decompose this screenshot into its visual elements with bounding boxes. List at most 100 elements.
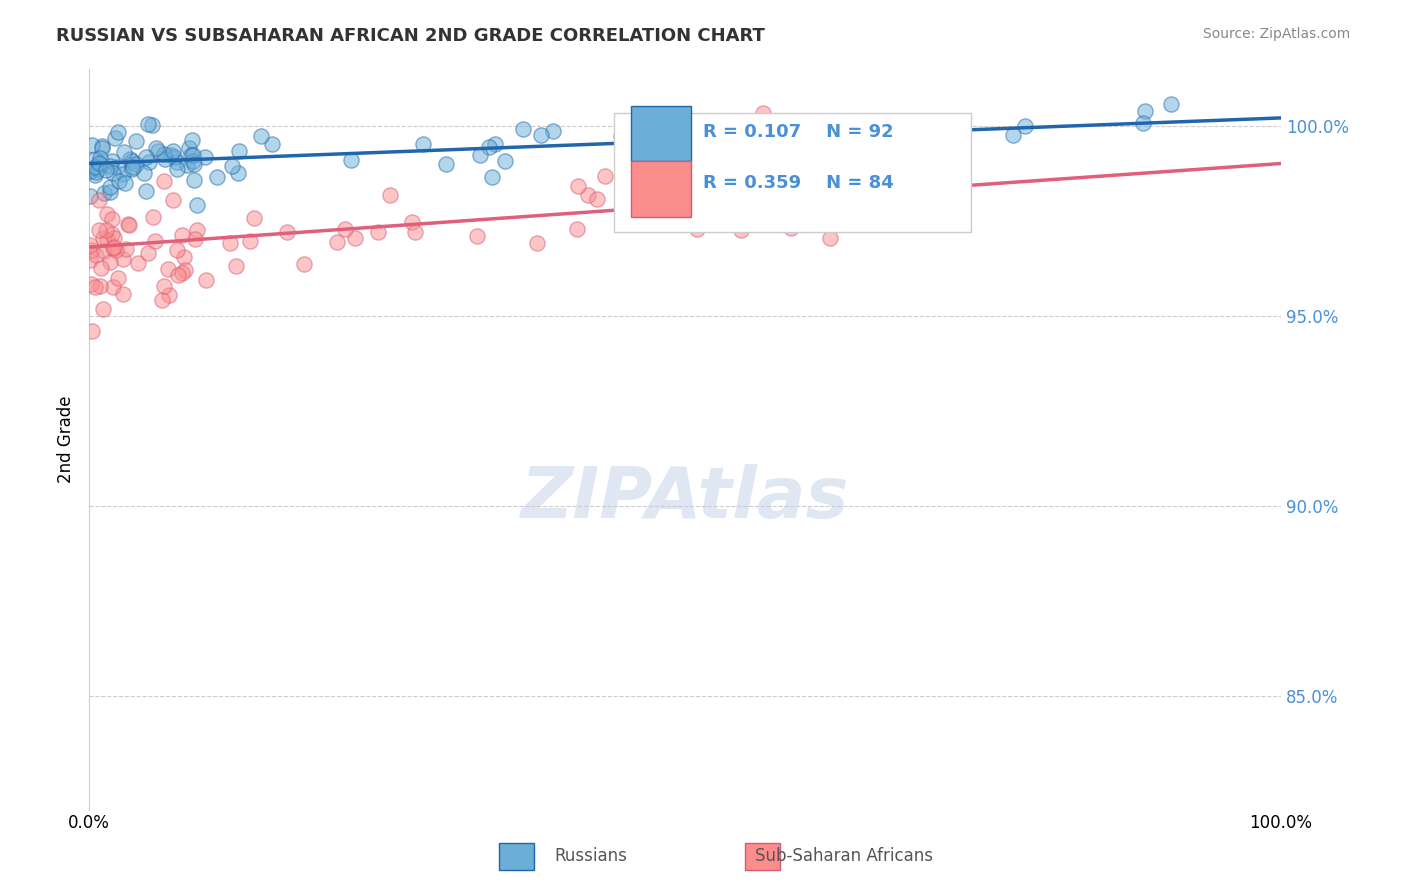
Point: [160, 148, 183, 162]
Point: [91, 301, 114, 316]
FancyBboxPatch shape: [631, 161, 690, 217]
Point: [80, 324, 103, 338]
Text: R = 0.359    N = 84: R = 0.359 N = 84: [703, 174, 894, 193]
Point: [84, 280, 107, 294]
Point: [183, 157, 205, 171]
Point: [132, 166, 155, 180]
Point: [835, 169, 858, 183]
Point: [103, 240, 125, 254]
Point: [239, 234, 262, 248]
Point: [93, 244, 115, 259]
Point: [186, 198, 208, 212]
Point: [98, 185, 121, 199]
FancyBboxPatch shape: [613, 113, 972, 232]
Point: [157, 287, 180, 301]
Point: [91, 139, 114, 153]
Point: [84, 248, 107, 262]
Point: [100, 180, 122, 194]
Point: [117, 217, 139, 231]
Point: [221, 159, 243, 173]
Point: [343, 230, 366, 244]
Point: [858, 123, 880, 137]
Point: [104, 244, 127, 258]
Point: [176, 158, 198, 172]
Point: [803, 153, 825, 167]
Point: [827, 125, 849, 139]
Point: [87, 155, 110, 169]
Point: [260, 136, 283, 151]
Point: [105, 160, 128, 174]
Point: [643, 170, 665, 185]
Point: [98, 159, 121, 173]
Point: [576, 188, 599, 202]
Point: [730, 223, 752, 237]
Point: [172, 227, 194, 242]
Point: [166, 243, 188, 257]
Point: [91, 140, 114, 154]
Point: [225, 259, 247, 273]
Point: [470, 148, 492, 162]
Point: [1133, 104, 1156, 119]
Point: [163, 150, 186, 164]
Point: [335, 222, 357, 236]
Point: [121, 153, 143, 168]
Point: [565, 221, 588, 235]
Point: [810, 175, 832, 189]
Point: [104, 130, 127, 145]
Point: [114, 176, 136, 190]
Point: [84, 165, 107, 179]
Point: [512, 122, 534, 136]
Point: [89, 152, 111, 166]
Point: [135, 150, 157, 164]
Point: [162, 144, 184, 158]
Point: [478, 139, 501, 153]
Point: [675, 148, 697, 162]
Point: [226, 166, 249, 180]
Point: [136, 117, 159, 131]
Point: [181, 153, 204, 168]
Point: [276, 225, 298, 239]
Point: [183, 173, 205, 187]
Point: [79, 189, 101, 203]
Point: [101, 153, 124, 168]
Point: [79, 252, 101, 267]
Point: [818, 231, 841, 245]
Point: [100, 212, 122, 227]
Point: [823, 168, 845, 182]
Point: [751, 105, 773, 120]
Point: [112, 145, 135, 159]
Point: [250, 129, 273, 144]
Point: [145, 141, 167, 155]
Point: [412, 136, 434, 151]
Point: [120, 152, 142, 166]
Point: [136, 245, 159, 260]
Point: [89, 157, 111, 171]
Point: [107, 125, 129, 139]
Point: [125, 134, 148, 148]
Point: [401, 215, 423, 229]
Point: [152, 147, 174, 161]
Point: [586, 192, 609, 206]
Point: [180, 148, 202, 162]
Point: [292, 257, 315, 271]
Point: [484, 137, 506, 152]
Point: [177, 141, 200, 155]
Point: [686, 222, 709, 236]
Point: [1014, 119, 1036, 133]
Point: [184, 231, 207, 245]
Point: [326, 235, 349, 249]
Point: [103, 231, 125, 245]
Point: [180, 133, 202, 147]
Point: [194, 273, 217, 287]
Point: [146, 144, 169, 158]
Point: [814, 138, 837, 153]
Point: [1132, 116, 1154, 130]
Point: [150, 293, 173, 308]
Point: [94, 223, 117, 237]
Point: [170, 267, 193, 281]
Point: [624, 150, 647, 164]
Point: [779, 221, 801, 235]
Point: [624, 138, 647, 153]
Point: [91, 231, 114, 245]
Point: [778, 126, 800, 140]
